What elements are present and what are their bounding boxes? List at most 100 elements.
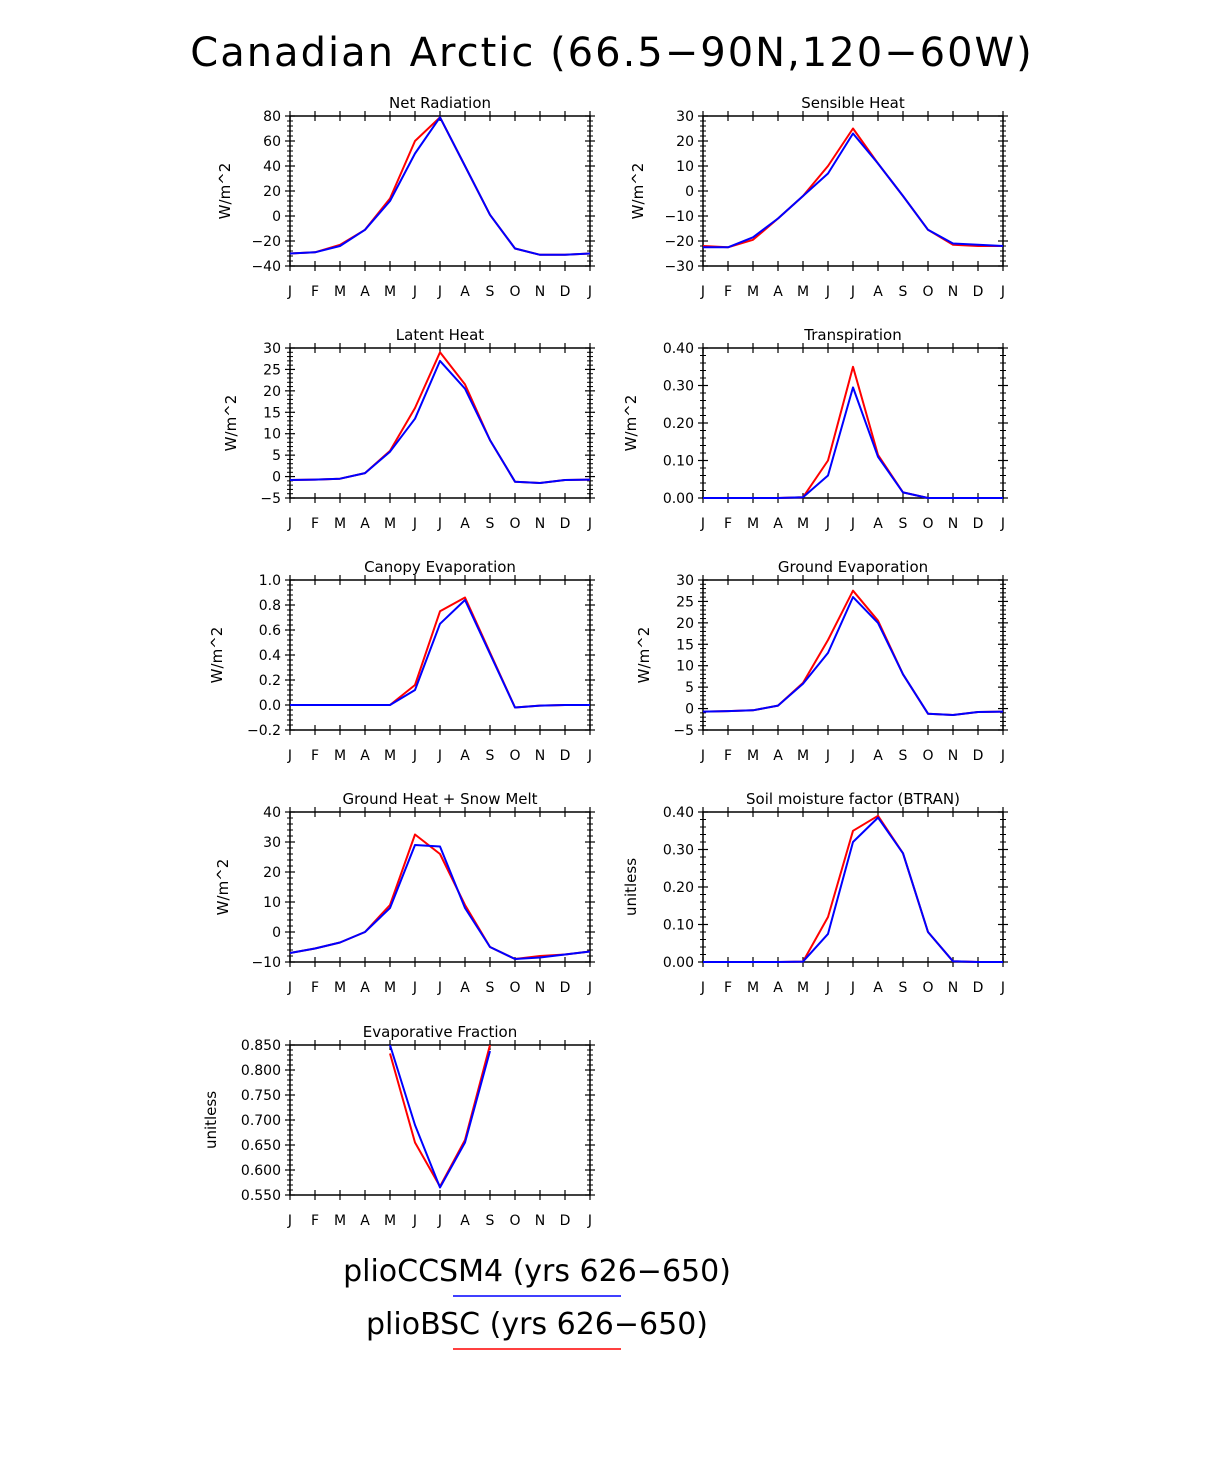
x-tick-label: D: [973, 980, 984, 996]
x-tick-label: J: [287, 1213, 292, 1229]
y-tick-label: 0: [685, 184, 694, 200]
y-axis-label: W/m^2: [216, 163, 234, 220]
x-tick-label: N: [948, 748, 958, 764]
panel-canopy-evaporation: Canopy Evaporation W/m^2 1.0 0.8 0.6 0.4 0.2 0.…: [208, 558, 595, 764]
x-tick-label: D: [560, 516, 571, 532]
x-tick-label: J: [1000, 516, 1005, 532]
y-tick-label: −5: [673, 723, 694, 739]
y-tick-label: 0.6: [259, 623, 281, 639]
x-tick-label: N: [535, 748, 545, 764]
y-tick-label: 80: [263, 109, 281, 125]
x-tick-label: N: [535, 980, 545, 996]
series-line-plioccsm4: [289, 359, 591, 484]
series-line-pliobsc: [702, 127, 1003, 249]
x-tick-label: J: [437, 980, 442, 996]
x-tick-label: A: [873, 516, 883, 532]
x-tick-label: M: [797, 980, 809, 996]
y-tick-label: 0.30: [663, 379, 694, 395]
y-tick-label: 10: [263, 895, 281, 911]
x-tick-label: S: [486, 1213, 495, 1229]
x-tick-label: J: [412, 980, 417, 996]
x-tick-label: J: [287, 516, 292, 532]
x-tick-label: J: [825, 980, 830, 996]
y-tick-label: 20: [263, 184, 281, 200]
x-tick-label: M: [797, 284, 809, 300]
legend: plioCCSM4 (yrs 626−650) plioBSC (yrs 626…: [343, 1254, 731, 1350]
y-tick-label: 20: [263, 865, 281, 881]
x-tick-label: F: [724, 748, 732, 764]
y-axis-label: unitless: [622, 858, 640, 916]
x-tick-label: F: [311, 516, 319, 532]
series-line-pliobsc: [289, 833, 591, 960]
y-tick-label: 25: [676, 594, 694, 610]
y-tick-label: 0.20: [663, 416, 694, 432]
y-tick-label: −20: [664, 234, 694, 250]
plot-frame: [289, 1044, 591, 1196]
x-tick-label: J: [850, 516, 855, 532]
y-tick-label: 40: [263, 159, 281, 175]
y-tick-label: 0.10: [663, 918, 694, 934]
x-tick-label: N: [948, 516, 958, 532]
series-line-plioccsm4: [289, 116, 591, 256]
x-tick-label: D: [560, 1213, 571, 1229]
series-line-plioccsm4: [389, 1044, 491, 1189]
x-tick-label: A: [773, 980, 783, 996]
x-tick-label: J: [825, 748, 830, 764]
x-tick-label: J: [412, 1213, 417, 1229]
plot-frame: [702, 811, 1004, 963]
x-tick-label: J: [825, 284, 830, 300]
y-tick-label: 0: [272, 470, 281, 486]
y-tick-label: 0.4: [259, 648, 281, 664]
x-tick-label: A: [360, 748, 370, 764]
legend-label-plioccsm4: plioCCSM4 (yrs 626−650): [343, 1254, 731, 1289]
x-tick-label: O: [509, 980, 520, 996]
x-tick-label: A: [873, 748, 883, 764]
y-tick-label: 0.550: [241, 1188, 281, 1204]
x-tick-label: J: [287, 748, 292, 764]
y-tick-label: 0.0: [259, 698, 281, 714]
x-tick-label: A: [360, 284, 370, 300]
x-tick-label: S: [899, 748, 908, 764]
x-tick-label: O: [922, 980, 933, 996]
x-tick-label: O: [509, 516, 520, 532]
y-tick-label: 25: [263, 362, 281, 378]
y-tick-label: 0: [685, 702, 694, 718]
y-tick-label: −30: [664, 259, 694, 275]
y-tick-label: 20: [263, 384, 281, 400]
y-tick-label: 15: [263, 405, 281, 421]
x-tick-label: F: [311, 284, 319, 300]
x-tick-label: J: [587, 284, 592, 300]
x-tick-label: M: [797, 748, 809, 764]
y-tick-label: −40: [251, 259, 281, 275]
y-tick-label: 0.40: [663, 805, 694, 821]
y-tick-label: −0.2: [247, 723, 281, 739]
x-tick-label: F: [724, 516, 732, 532]
panel-ground-heat-snow-melt: Ground Heat + Snow Melt W/m^2 40 30 20 10 0 −10…: [214, 790, 595, 996]
x-tick-label: J: [850, 980, 855, 996]
x-tick-label: M: [384, 748, 396, 764]
x-tick-label: D: [973, 284, 984, 300]
y-tick-label: 0.750: [241, 1088, 281, 1104]
y-tick-label: 0.10: [663, 454, 694, 470]
x-tick-label: F: [311, 748, 319, 764]
y-tick-label: 30: [263, 341, 281, 357]
x-tick-label: J: [587, 748, 592, 764]
y-tick-label: 30: [676, 573, 694, 589]
x-tick-label: N: [948, 284, 958, 300]
x-tick-label: A: [773, 284, 783, 300]
x-tick-label: J: [700, 284, 705, 300]
x-tick-label: J: [412, 516, 417, 532]
y-tick-label: 0.30: [663, 843, 694, 859]
x-tick-label: N: [535, 516, 545, 532]
y-tick-label: 0.20: [663, 880, 694, 896]
y-tick-label: 30: [676, 109, 694, 125]
x-tick-label: D: [560, 748, 571, 764]
y-tick-label: 15: [676, 637, 694, 653]
x-tick-label: A: [460, 516, 470, 532]
series-line-plioccsm4: [703, 816, 1003, 963]
y-tick-label: 0.600: [241, 1163, 281, 1179]
